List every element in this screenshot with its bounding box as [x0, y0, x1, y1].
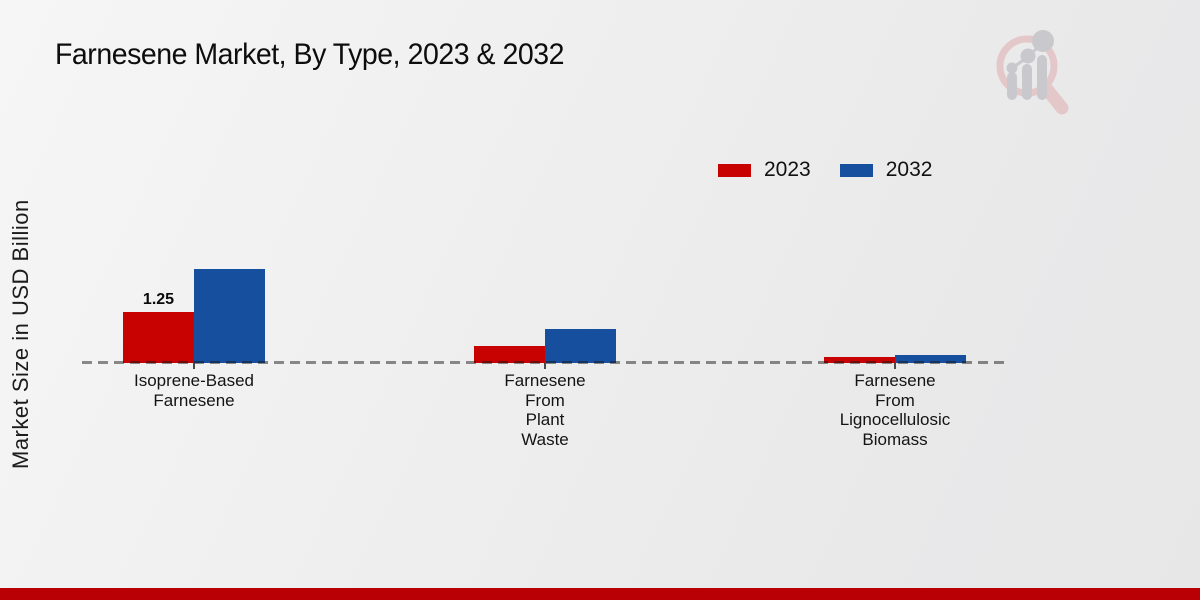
zero-baseline	[82, 361, 1007, 364]
category-label-1: Farnesene From Plant Waste	[504, 371, 586, 449]
legend-swatch-2032-icon	[839, 163, 873, 177]
category-label-0: Isoprene-Based Farnesene	[133, 371, 255, 410]
magnifier-bar-chart-logo-icon	[996, 30, 1069, 115]
bar-value-label: 1.25	[142, 291, 175, 308]
legend-item-2032: 2032	[839, 158, 933, 182]
category-label-2: Farnesene From Lignocellulosic Biomass	[839, 371, 951, 449]
legend-item-2023: 2023	[718, 158, 811, 182]
legend-label-2032: 2032	[885, 158, 933, 181]
legend-swatch-2023-icon	[718, 163, 751, 177]
legend: 2023 2032	[718, 158, 932, 182]
x-axis-tick	[544, 363, 546, 369]
x-axis-tick	[894, 363, 896, 369]
bar-2023-1	[474, 346, 545, 363]
footer-accent-bar	[0, 588, 1200, 600]
bar-2023-2	[824, 357, 895, 363]
chart-title: Farnesene Market, By Type, 2023 & 2032	[55, 38, 564, 71]
bar-2032-2	[895, 355, 966, 363]
bar-2032-0	[194, 269, 265, 363]
bar-2032-1	[545, 329, 616, 363]
bar-2023-0	[123, 312, 194, 363]
x-axis-tick	[193, 363, 195, 369]
legend-label-2023: 2023	[764, 158, 811, 181]
